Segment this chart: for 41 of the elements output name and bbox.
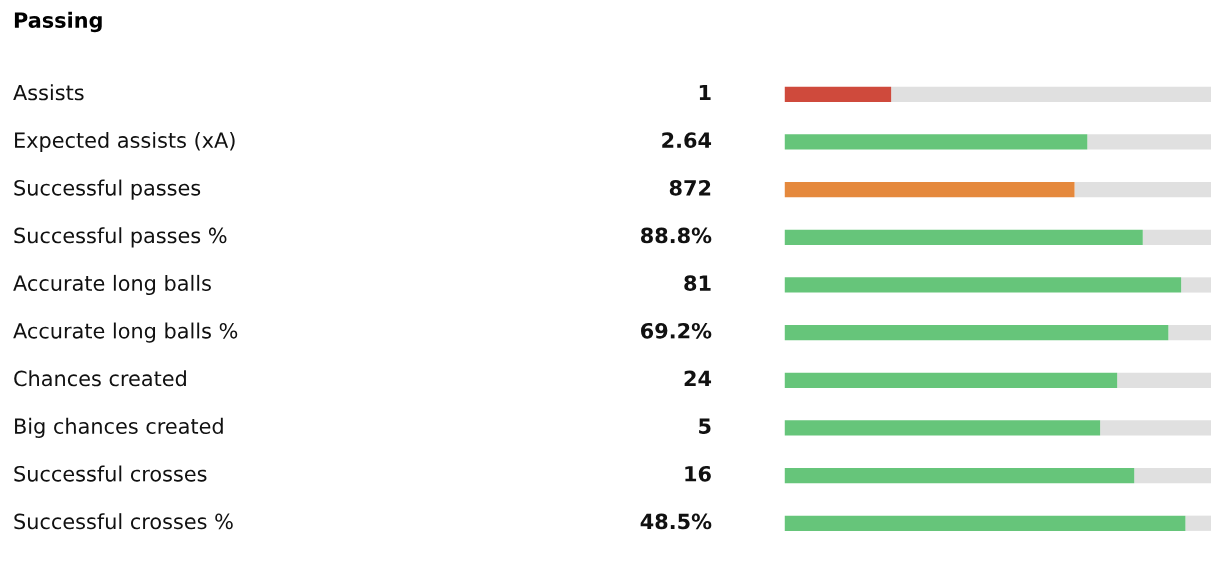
y-tick-label: Expected assists (xA) (15, 131, 235, 153)
y-tick-label: Accurate long balls (13, 274, 211, 296)
y-tick-label: Accurate long balls % (13, 322, 238, 343)
text: 81 (684, 275, 711, 292)
text: 872 (669, 179, 711, 196)
bar (1134, 467, 1211, 484)
text: 16 (685, 465, 711, 482)
bar (891, 86, 1211, 102)
bar (784, 324, 1169, 341)
bar (1074, 182, 1211, 198)
bar (1181, 277, 1211, 293)
bar (784, 277, 1182, 293)
y-tick-label: Big chances created (15, 417, 223, 439)
text: 24 (684, 370, 712, 387)
y-tick-label: Successful crosses (14, 465, 207, 482)
bar (784, 182, 1075, 198)
bar (1185, 515, 1211, 531)
bar (1168, 324, 1211, 341)
bar (784, 372, 1118, 388)
text: 1 (699, 84, 711, 101)
bar (784, 420, 1101, 436)
text: 5 (699, 418, 711, 434)
bar (784, 229, 1143, 245)
bar (1117, 372, 1211, 388)
bar (784, 86, 892, 102)
text: Passing (14, 11, 102, 33)
text: 48.5% (640, 513, 712, 530)
y-tick-label: Successful passes % (14, 227, 227, 248)
bar (784, 134, 1088, 150)
bar (1100, 420, 1211, 436)
y-tick-label: Successful passes (14, 179, 201, 200)
text: 69.2% (641, 322, 712, 339)
bar (784, 515, 1186, 531)
y-tick-label: Chances created (14, 370, 186, 387)
text: 2.64 (662, 132, 712, 149)
bar (784, 467, 1135, 484)
y-tick-label: Successful crosses % (14, 513, 233, 530)
y-tick-label: Assists (13, 84, 84, 101)
bar (1087, 134, 1211, 150)
bar (1142, 229, 1211, 245)
text: 88.8% (641, 227, 712, 244)
